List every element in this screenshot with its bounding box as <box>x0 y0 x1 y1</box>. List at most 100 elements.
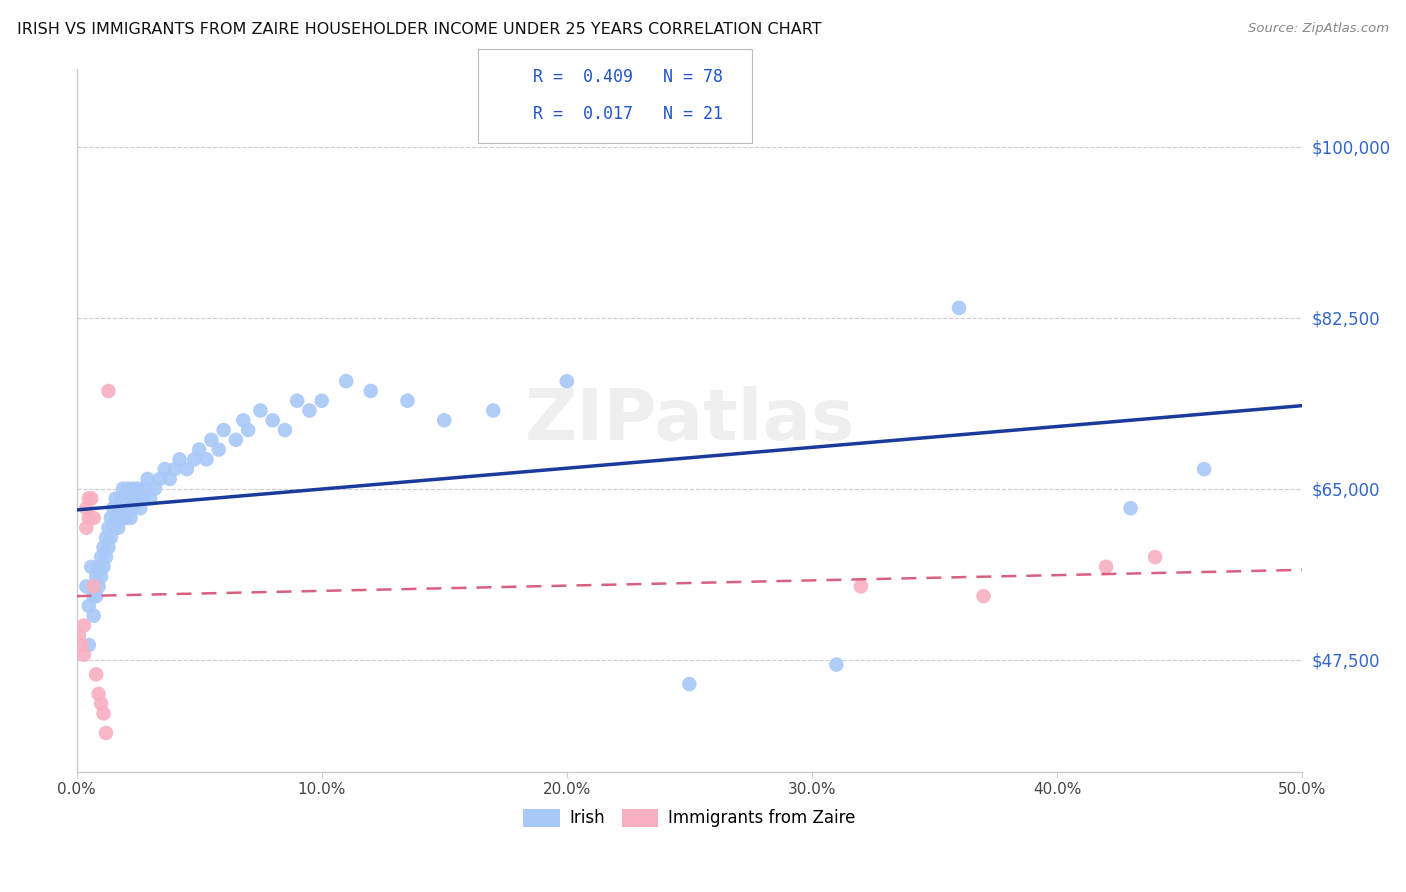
Point <box>73 648 96 662</box>
Point <box>335 374 357 388</box>
Point <box>134 482 156 496</box>
Point <box>94 550 117 565</box>
Point <box>482 403 505 417</box>
Legend: Irish, Immigrants from Zaire: Irish, Immigrants from Zaire <box>516 802 862 834</box>
Point <box>75 579 97 593</box>
Point <box>973 589 995 603</box>
Point <box>120 491 142 506</box>
Point <box>236 423 259 437</box>
Point <box>87 559 110 574</box>
Point <box>104 511 127 525</box>
Point <box>94 726 117 740</box>
Point <box>83 579 105 593</box>
Point <box>169 452 191 467</box>
Point <box>122 482 145 496</box>
Point <box>262 413 284 427</box>
Point <box>110 491 132 506</box>
Point <box>149 472 172 486</box>
Point <box>360 384 382 398</box>
Point <box>208 442 231 457</box>
Point <box>249 403 271 417</box>
Point <box>77 599 100 613</box>
Point <box>159 472 181 486</box>
Point <box>93 541 115 555</box>
Point <box>84 667 107 681</box>
Point <box>1144 550 1167 565</box>
Point <box>80 559 103 574</box>
Point <box>83 511 105 525</box>
Text: R =  0.409   N = 78: R = 0.409 N = 78 <box>533 68 723 86</box>
Point <box>84 589 107 603</box>
Point <box>75 521 97 535</box>
Point <box>90 550 112 565</box>
Point <box>114 491 136 506</box>
Point <box>127 482 149 496</box>
Point <box>1192 462 1215 476</box>
Point <box>97 521 120 535</box>
Point <box>100 531 122 545</box>
Point <box>97 541 120 555</box>
Point <box>433 413 456 427</box>
Point <box>77 511 100 525</box>
Point <box>87 687 110 701</box>
Point <box>87 579 110 593</box>
Point <box>176 462 198 476</box>
Point <box>112 501 135 516</box>
Point <box>136 472 159 486</box>
Point <box>555 374 578 388</box>
Point <box>274 423 297 437</box>
Point <box>396 393 419 408</box>
Point <box>225 433 247 447</box>
Point <box>77 638 100 652</box>
Point <box>80 491 103 506</box>
Point <box>107 501 129 516</box>
Point <box>678 677 700 691</box>
Point <box>67 628 90 642</box>
Point <box>124 491 146 506</box>
Point <box>139 491 162 506</box>
Point <box>232 413 254 427</box>
Point <box>120 511 142 525</box>
Point <box>70 638 93 652</box>
Point <box>77 491 100 506</box>
Point <box>212 423 235 437</box>
Point <box>94 531 117 545</box>
Point <box>83 608 105 623</box>
Point <box>83 589 105 603</box>
Point <box>104 491 127 506</box>
Point <box>75 501 97 516</box>
Point <box>90 569 112 583</box>
Point <box>200 433 222 447</box>
Point <box>1119 501 1142 516</box>
Point <box>114 511 136 525</box>
Point <box>117 482 139 496</box>
Point <box>1095 559 1118 574</box>
Point <box>825 657 848 672</box>
Point <box>93 706 115 721</box>
Point <box>183 452 205 467</box>
Point <box>100 511 122 525</box>
Point <box>188 442 211 457</box>
Point <box>311 393 333 408</box>
Point <box>103 521 125 535</box>
Point <box>97 384 120 398</box>
Point <box>93 559 115 574</box>
Point <box>849 579 872 593</box>
Point <box>117 501 139 516</box>
Point <box>84 569 107 583</box>
Point <box>163 462 186 476</box>
Point <box>195 452 218 467</box>
Point <box>948 301 970 315</box>
Text: ZIPatlas: ZIPatlas <box>524 385 855 455</box>
Point <box>129 501 152 516</box>
Point <box>73 618 96 632</box>
Text: Source: ZipAtlas.com: Source: ZipAtlas.com <box>1249 22 1389 36</box>
Point <box>107 521 129 535</box>
Text: R =  0.017   N = 21: R = 0.017 N = 21 <box>533 105 723 123</box>
Text: IRISH VS IMMIGRANTS FROM ZAIRE HOUSEHOLDER INCOME UNDER 25 YEARS CORRELATION CHA: IRISH VS IMMIGRANTS FROM ZAIRE HOUSEHOLD… <box>17 22 821 37</box>
Point <box>298 403 321 417</box>
Point <box>285 393 308 408</box>
Point <box>103 501 125 516</box>
Point <box>143 482 166 496</box>
Point <box>153 462 176 476</box>
